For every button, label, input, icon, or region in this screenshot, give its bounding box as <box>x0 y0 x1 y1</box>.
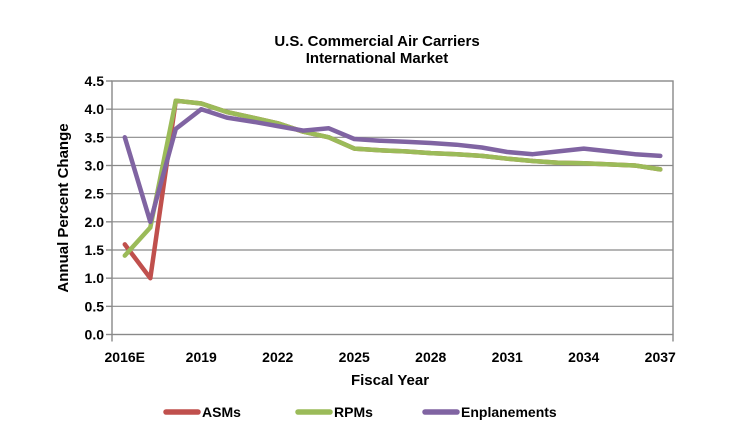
series-line-asms <box>122 98 663 281</box>
y-tick-label: 2.5 <box>85 186 105 202</box>
y-axis-title: Annual Percent Change <box>55 123 72 292</box>
x-tick-label: 2031 <box>492 349 523 365</box>
y-tick-label: 0.0 <box>85 327 105 343</box>
x-tick-label: 2016E <box>105 349 145 365</box>
series-line-rpms <box>122 98 663 258</box>
x-tick-label: 2034 <box>568 349 599 365</box>
legend-item-rpms: RPMs <box>295 404 373 420</box>
y-tick-label: 0.5 <box>85 298 105 314</box>
y-tick-label: 1.5 <box>85 242 105 258</box>
series-line-enplanements <box>122 106 663 225</box>
y-tick-label: 4.5 <box>85 73 105 89</box>
plot-area: 0.0 0.5 1.0 1.5 2.0 2.5 3.0 3.5 4.0 4.5 2016E 2019 2… <box>85 73 676 365</box>
x-tick-label: 2022 <box>262 349 293 365</box>
legend: ASMs RPMs Enplanements <box>163 404 557 420</box>
x-axis-title: Fiscal Year <box>351 372 429 389</box>
legend-item-enplanements: Enplanements <box>422 404 557 420</box>
y-tick-label: 4.0 <box>85 101 105 117</box>
y-tick-label: 3.5 <box>85 129 105 145</box>
y-tick-label: 2.0 <box>85 214 105 230</box>
chart-subtitle: International Market <box>306 50 449 67</box>
legend-item-asms: ASMs <box>163 404 241 420</box>
x-tick-label: 2028 <box>415 349 446 365</box>
x-tick-label: 2019 <box>186 349 217 365</box>
legend-label: ASMs <box>202 404 241 420</box>
legend-label: Enplanements <box>461 404 557 420</box>
legend-label: RPMs <box>334 404 373 420</box>
plot-border <box>111 80 674 336</box>
y-tick-label: 3.0 <box>85 158 105 174</box>
y-tick-label: 1.0 <box>85 270 105 286</box>
x-tick-label: 2037 <box>645 349 676 365</box>
chart-title: U.S. Commercial Air Carriers <box>274 33 479 50</box>
x-tick-label: 2025 <box>339 349 370 365</box>
